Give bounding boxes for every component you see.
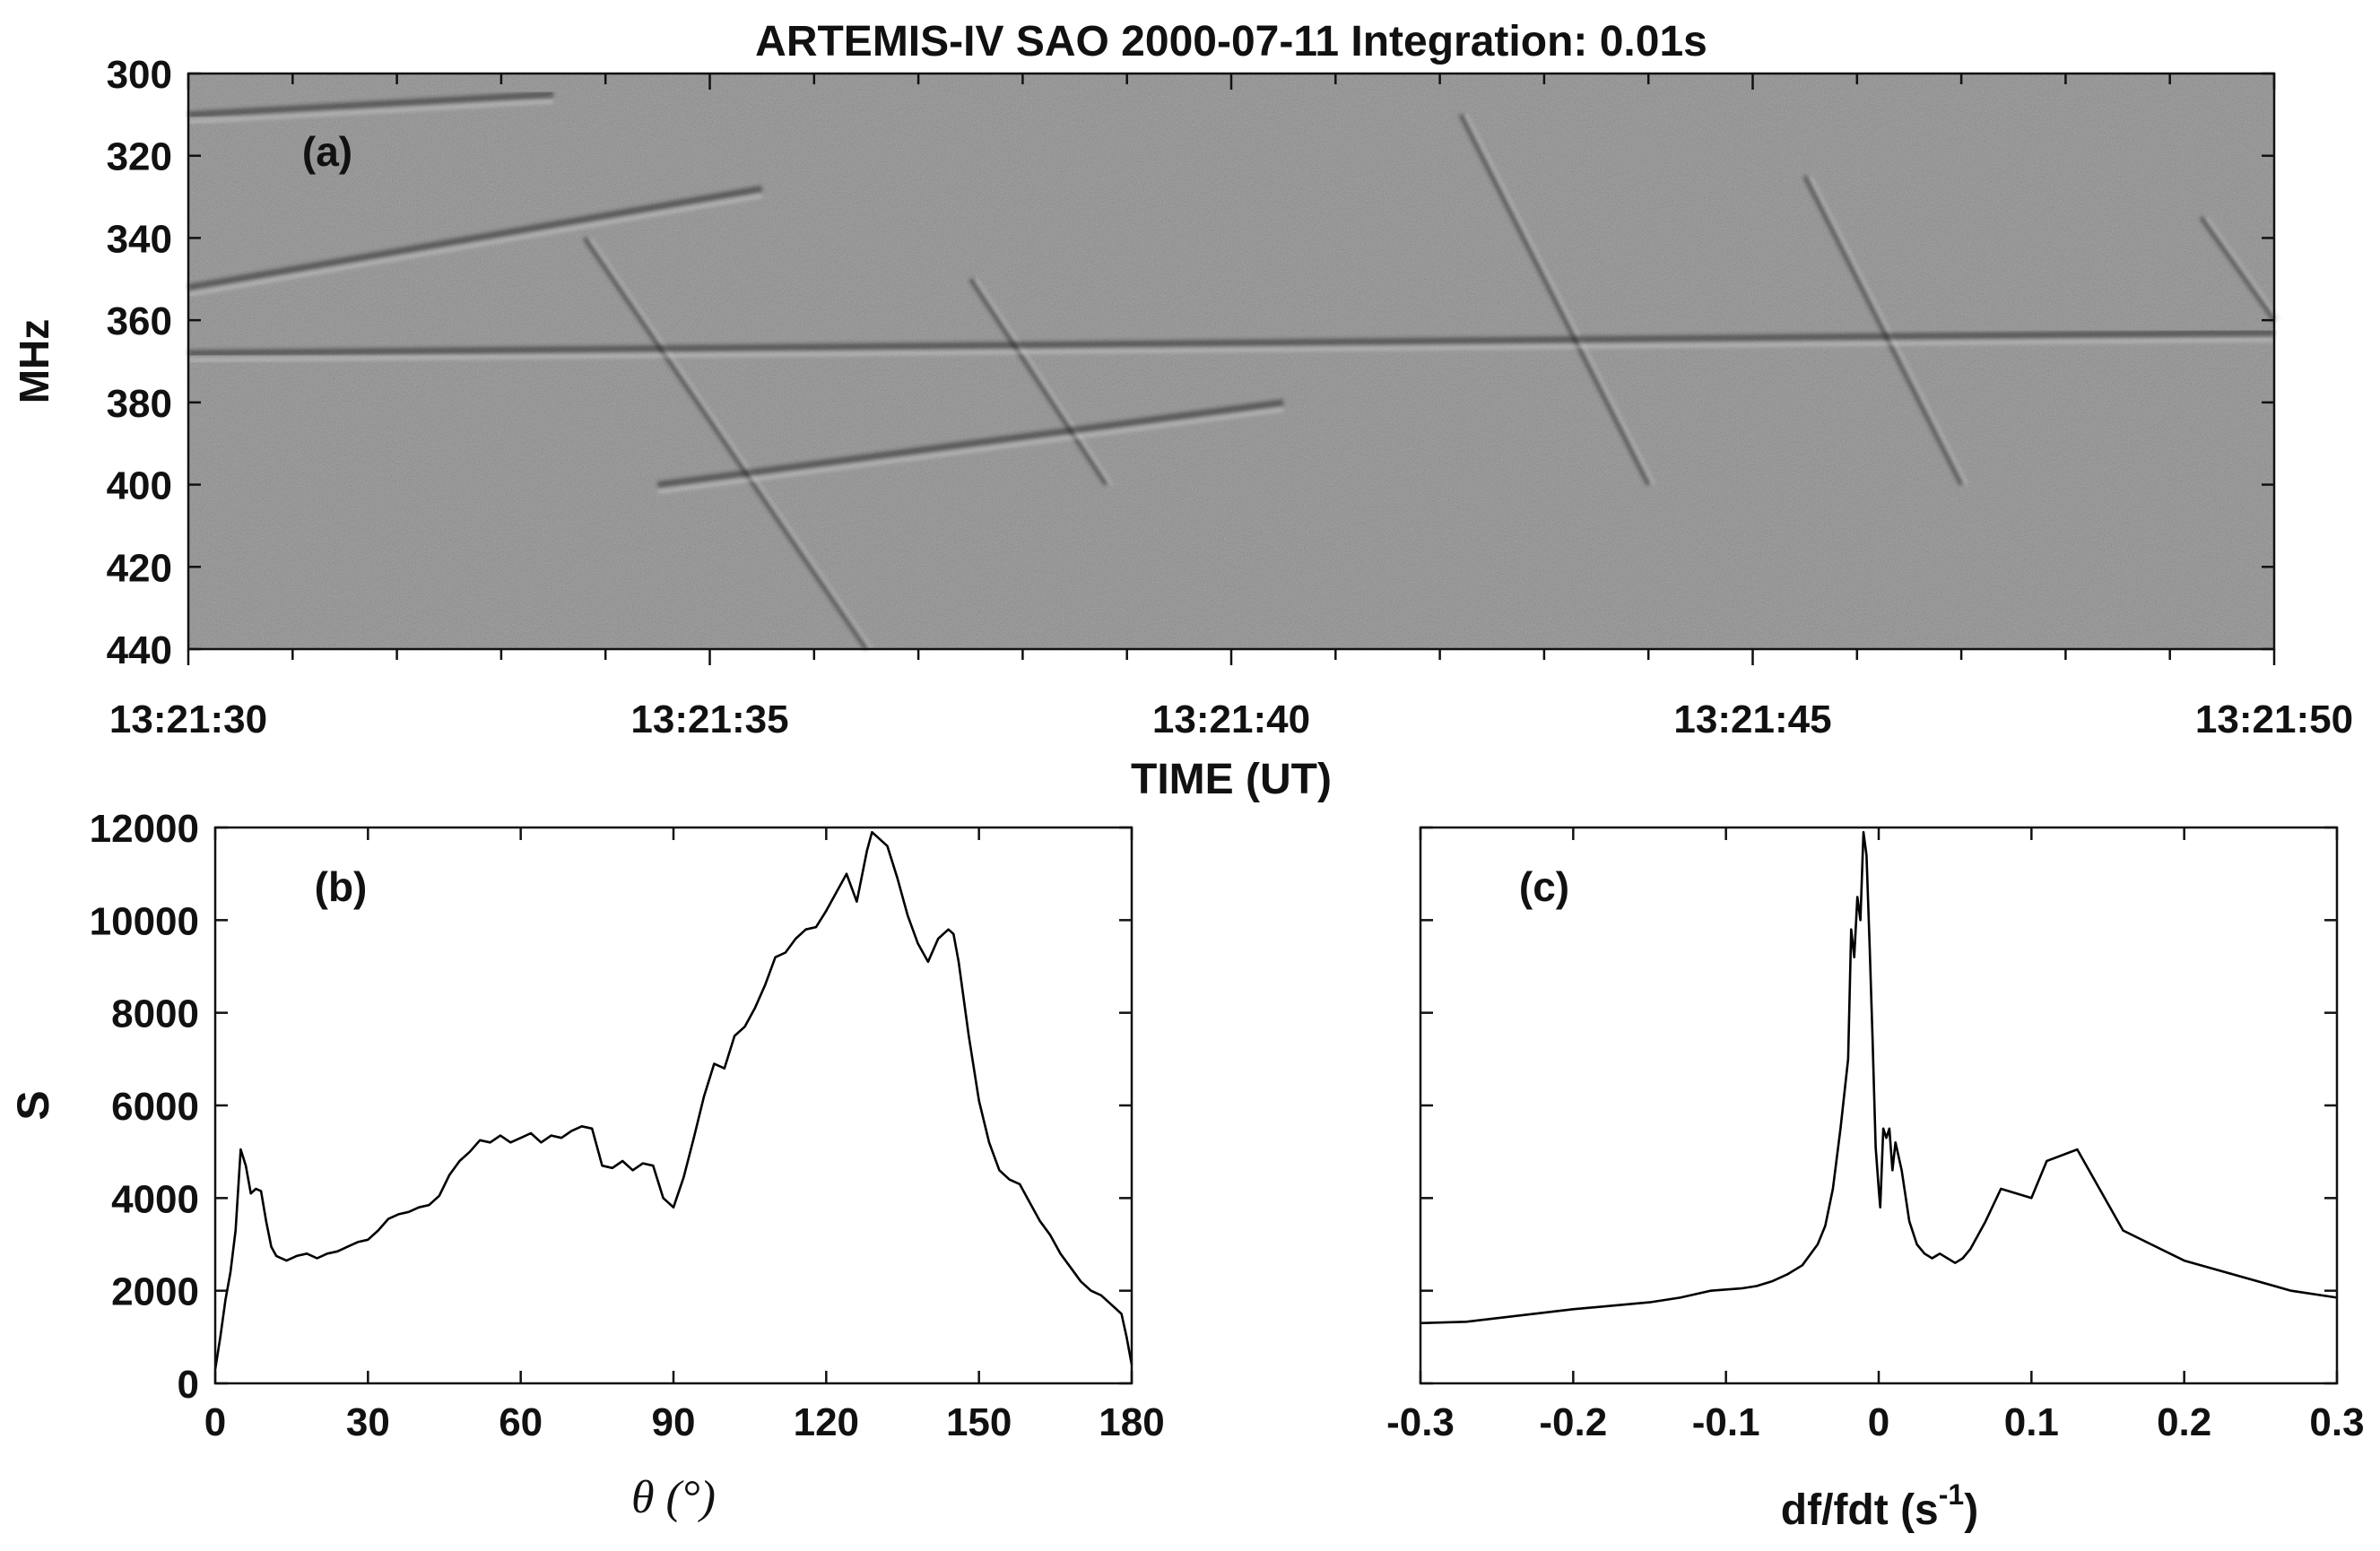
x-tick-label-1: -0.2 (1539, 1400, 1607, 1444)
y-tick-label-7: 440 (107, 628, 172, 672)
drift-rate-panel: -0.3 -0.2 -0.1 0 0.1 0.2 0.3 (c) df/fdt (s-1) (1386, 826, 2365, 1534)
y-tick-label-4: 380 (107, 382, 172, 426)
panel-b-label: (b) (315, 863, 368, 910)
x-tick-label-0: -0.3 (1386, 1400, 1455, 1444)
emission-lane-8 (187, 91, 554, 118)
emission-lane-highlight-8 (187, 99, 554, 124)
emission-lane-highlight-7 (657, 407, 1284, 494)
drift-burst-highlight-4 (2205, 216, 2281, 322)
chart-title: ARTEMIS-IV SAO 2000-07-11 Integration: 0… (755, 18, 1707, 65)
emission-lane-highlight-5 (187, 337, 2275, 362)
spectrogram-y-label: MHz (11, 319, 57, 404)
x-tick-label-4: 120 (794, 1400, 859, 1444)
panel-c-label: (c) (1519, 863, 1569, 910)
series-line-S-vs-drift-rate (1420, 830, 2338, 1325)
x-tick-label-3: 13:21:45 (1673, 698, 1831, 741)
angle-distribution-panel: 0 30 60 90 120 150 180 0 2000 4000 6000 8000 10000 12… (8, 807, 1165, 1523)
emission-lane-5 (187, 329, 2275, 357)
x-tick-label-3: 0 (1868, 1400, 1889, 1444)
drift-burst-1 (969, 277, 1108, 486)
x-tick-label-3: 90 (652, 1400, 696, 1444)
panel-c-frame (1419, 826, 2339, 1385)
y-tick-label-6: 12000 (90, 807, 199, 851)
spectrogram-features (187, 91, 2281, 651)
emission-lane-6 (187, 185, 763, 290)
emission-lane-highlight-6 (187, 194, 762, 297)
spectrogram-x-label: TIME (UT) (1131, 756, 1332, 803)
y-tick-label-1: 320 (107, 135, 172, 179)
x-tick-label-5: 150 (946, 1400, 1012, 1444)
spectrogram-panel: ARTEMIS-IV SAO 2000-07-11 Integration: 0… (11, 18, 2353, 803)
y-tick-label-1: 2000 (111, 1270, 199, 1314)
drift-burst-3 (1802, 175, 1964, 486)
x-tick-label-2: 60 (499, 1400, 543, 1444)
y-tick-label-0: 300 (107, 53, 172, 97)
panel-a-label: (a) (302, 128, 352, 175)
spectrogram-noise (188, 74, 2274, 649)
x-tick-label-2: 13:21:40 (1152, 698, 1310, 741)
x-tick-label-1: 13:21:35 (630, 698, 788, 741)
panel-b-frame (213, 826, 1134, 1385)
y-tick-label-4: 8000 (111, 992, 199, 1036)
panel-b-axes: 0 30 60 90 120 150 180 0 2000 4000 6000 8000 10000 12… (90, 807, 1165, 1444)
series-line-S-vs-theta (213, 830, 1134, 1370)
panel-b-x-label: θ (°) (631, 1472, 716, 1523)
x-tick-label-4: 0.1 (2004, 1400, 2059, 1444)
drift-burst-highlight-0 (588, 237, 873, 650)
x-tick-label-6: 180 (1099, 1400, 1164, 1444)
y-tick-label-5: 10000 (90, 899, 199, 943)
y-tick-label-2: 340 (107, 217, 172, 261)
panel-c-x-label: df/fdt (s-1) (1781, 1478, 1978, 1534)
drift-burst-highlight-3 (1809, 175, 1968, 486)
y-tick-label-6: 420 (107, 546, 172, 590)
panel-b-y-label: S (8, 1090, 58, 1120)
x-tick-label-2: -0.1 (1692, 1400, 1760, 1444)
drift-burst-highlight-1 (974, 278, 1113, 486)
y-tick-label-0: 0 (178, 1363, 199, 1407)
drift-burst-2 (1458, 113, 1651, 486)
spectrogram-y-axis: 300 320 340 360 380 400 420 440 (107, 53, 2274, 672)
x-tick-label-5: 0.2 (2157, 1400, 2211, 1444)
y-tick-label-3: 360 (107, 299, 172, 343)
drift-burst-highlight-2 (1464, 114, 1655, 486)
emission-lane-7 (656, 399, 1284, 489)
x-tick-label-6: 0.3 (2309, 1400, 2364, 1444)
spectrogram-x-axis: 13:21:30 13:21:35 13:21:40 13:21:45 13:21:50 (109, 74, 2353, 741)
y-tick-label-2: 4000 (111, 1177, 199, 1221)
drift-burst-0 (582, 237, 869, 651)
x-tick-label-0: 13:21:30 (109, 698, 267, 741)
y-tick-label-3: 6000 (111, 1085, 199, 1129)
x-tick-label-4: 13:21:50 (2195, 698, 2353, 741)
y-tick-label-5: 400 (107, 464, 172, 508)
x-tick-label-1: 30 (346, 1400, 390, 1444)
drift-burst-4 (2199, 216, 2277, 322)
x-tick-label-0: 0 (204, 1400, 226, 1444)
